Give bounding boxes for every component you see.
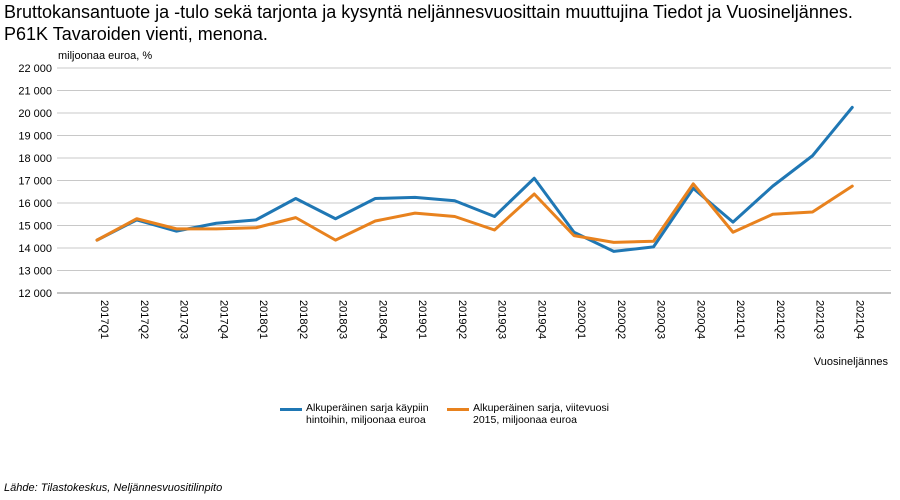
x-tick-label: 2019Q2 (456, 300, 468, 339)
y-tick-label: 15 000 (18, 221, 52, 233)
x-tick-label: 2021Q1 (734, 300, 746, 339)
y-tick-label: 13 000 (18, 266, 52, 278)
legend-label-current-prices: Alkuperäinen sarja käypiin hintoihin, mi… (306, 402, 429, 426)
legend-swatch-current-prices (280, 408, 302, 411)
x-tick-label: 2019Q3 (496, 300, 508, 339)
x-axis-ticks: 2017Q1 2017Q2 2017Q3 2017Q4 2018Q1 2018Q2 2018… (98, 300, 865, 339)
series-line-1[interactable] (95, 182, 854, 244)
y-axis-ticks: 12 000 13 000 14 000 15 000 16 000 17 000 18 0… (18, 63, 52, 300)
source-note: Lähde: Tilastokeskus, Neljännesvuositili… (4, 482, 223, 494)
x-tick-label: 2018Q2 (297, 300, 309, 339)
x-axis-label: Vuosineljännes (813, 356, 888, 368)
x-tick-label: 2018Q4 (376, 300, 388, 339)
x-tick-label: 2019Q1 (416, 300, 428, 339)
y-tick-label: 12 000 (18, 288, 52, 300)
x-tick-label: 2017Q2 (138, 300, 150, 339)
y-tick-label: 22 000 (18, 63, 52, 75)
x-tick-label: 2020Q2 (615, 300, 627, 339)
y-tick-label: 18 000 (18, 153, 52, 165)
x-tick-label: 2018Q1 (257, 300, 269, 339)
legend-swatch-reference-year (447, 408, 469, 411)
x-tick-label: 2020Q1 (575, 300, 587, 339)
x-tick-label: 2017Q3 (178, 300, 190, 339)
y-tick-label: 19 000 (18, 131, 52, 143)
series-lines (95, 105, 854, 253)
legend-label-reference-year: Alkuperäinen sarja, viitevuosi 2015, mil… (473, 402, 609, 426)
y-tick-label: 20 000 (18, 108, 52, 120)
chart-title: Bruttokansantuote ja -tulo sekä tarjonta… (4, 2, 853, 44)
x-tick-label: 2021Q4 (853, 300, 865, 339)
x-tick-label: 2021Q2 (774, 300, 786, 339)
x-tick-label: 2020Q3 (655, 300, 667, 339)
y-tick-label: 17 000 (18, 176, 52, 188)
y-axis-label: miljoonaa euroa, % (58, 50, 153, 62)
gridlines (57, 67, 891, 294)
y-tick-label: 21 000 (18, 86, 52, 98)
x-tick-label: 2021Q3 (814, 300, 826, 339)
x-tick-label: 2020Q4 (694, 300, 706, 339)
y-tick-label: 14 000 (18, 243, 52, 255)
x-tick-label: 2017Q4 (217, 300, 229, 339)
x-tick-label: 2019Q4 (535, 300, 547, 339)
x-tick-label: 2017Q1 (98, 300, 110, 339)
y-tick-label: 16 000 (18, 198, 52, 210)
legend-item-reference-year[interactable]: Alkuperäinen sarja, viitevuosi 2015, mil… (447, 402, 623, 426)
series-line-0[interactable] (95, 105, 854, 253)
x-tick-label: 2018Q3 (337, 300, 349, 339)
legend-item-current-prices[interactable]: Alkuperäinen sarja käypiin hintoihin, mi… (280, 402, 456, 426)
